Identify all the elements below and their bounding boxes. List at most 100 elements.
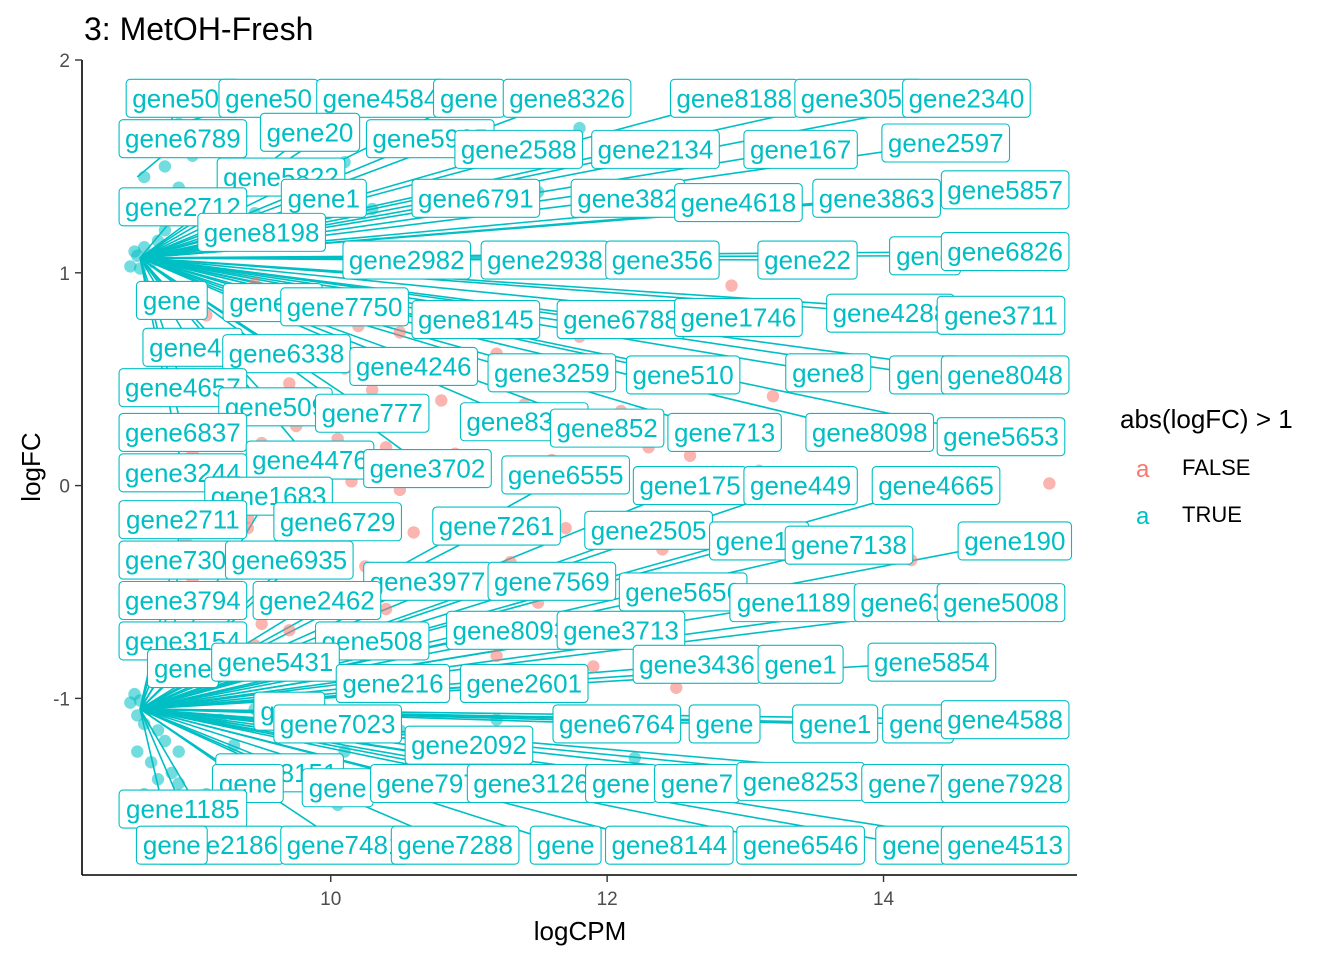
- gene-label-text: gene8093: [453, 615, 569, 645]
- point-true: [172, 745, 185, 758]
- gene-label-box: [556, 610, 686, 650]
- point-false: [683, 449, 697, 462]
- gene-label-text: gene20: [267, 117, 354, 147]
- gene-label-gene3711: gene3711: [936, 295, 1066, 335]
- point-true: [137, 170, 151, 184]
- gene-label-box: [604, 825, 734, 865]
- gene-label-text: gene5857: [947, 175, 1063, 205]
- gene-label-gene6729: gene6729: [273, 502, 403, 542]
- gene-label-box: [349, 346, 479, 386]
- gene-label-text: gene8198: [204, 217, 320, 247]
- gene-label-box: [936, 583, 1066, 623]
- gene-label-text: gene6791: [418, 183, 534, 213]
- gene-label-box: [757, 644, 844, 684]
- gene-label-gene5008: gene5008: [936, 583, 1066, 623]
- gene-label-text: gene3436: [639, 649, 755, 679]
- gene-label-box: [940, 700, 1070, 740]
- gene-label-box: [940, 355, 1070, 395]
- gene-label-box: [335, 663, 451, 704]
- gene-label-text: gene5854: [874, 647, 990, 677]
- y-tick-label: 0: [59, 477, 70, 498]
- gene-label-gene2982: gene2982: [342, 240, 472, 280]
- gene-label-text: gene4246: [356, 351, 472, 381]
- gene-label-gene5653: gene5653: [936, 417, 1066, 457]
- gene-label-gene6555: gene6555: [501, 455, 631, 495]
- gene-label-gene2462: gene2462: [252, 580, 382, 621]
- gene-label-box: [454, 129, 584, 169]
- y-tick-label: 1: [59, 264, 70, 285]
- gene-label-gene6788: gene6788: [556, 300, 686, 340]
- point-true: [137, 717, 151, 731]
- gene-label-box: [605, 240, 720, 280]
- point-false: [670, 681, 683, 694]
- gene-label-box: [211, 642, 340, 682]
- gene-label-text: gene2134: [598, 134, 714, 164]
- gene-label-text: gene3702: [370, 454, 486, 484]
- gene-label-text: gene6789: [125, 124, 241, 154]
- gene-label-box: [197, 212, 327, 252]
- gene-label-gene2601: gene2601: [459, 663, 589, 704]
- gene-label-text: gene1: [799, 709, 871, 739]
- gene-label-gene7481: gene7481: [280, 825, 409, 865]
- x-tick-label: 12: [597, 889, 618, 910]
- legend-item-true: a TRUE: [1136, 502, 1242, 530]
- gene-label-gene: gene: [529, 825, 602, 865]
- chart-title: 3: MetOH-Fresh: [84, 11, 313, 47]
- gene-label-gene2092: gene2092: [404, 725, 534, 765]
- y-axis-label: logFC: [16, 432, 46, 501]
- point-false: [1043, 477, 1056, 490]
- gene-label-text: gene7302: [125, 545, 241, 575]
- gene-label-text: gene6555: [508, 460, 624, 490]
- gene-label-text: gene449: [750, 471, 851, 501]
- gene-label-gene20: gene20: [259, 112, 361, 152]
- gene-label-gene8145: gene8145: [411, 300, 541, 340]
- gene-label-text: gene: [440, 83, 498, 113]
- gene-label-box: [314, 393, 430, 433]
- gene-label-text: gene40: [149, 332, 236, 362]
- gene-label-gene2505: gene2505: [584, 510, 713, 550]
- gene-label-box: [902, 78, 1031, 118]
- point-false: [255, 617, 268, 631]
- gene-label-text: gene2505: [591, 515, 707, 545]
- point-true: [151, 724, 165, 737]
- gene-label-text: gene: [143, 285, 201, 315]
- gene-label-gene4476: gene4476: [245, 440, 375, 480]
- gene-label-box: [871, 466, 1001, 506]
- gene-label-gene6789: gene6789: [118, 119, 248, 159]
- gene-label-box: [867, 642, 997, 682]
- gene-label-gene6826: gene6826: [940, 231, 1070, 272]
- gene-label-gene8098: gene8098: [805, 412, 935, 452]
- gene-label-gene167: gene167: [743, 129, 858, 169]
- point-true: [133, 262, 147, 275]
- gene-label-box: [135, 825, 208, 865]
- gene-label-gene6764: gene6764: [552, 704, 682, 744]
- gene-label-box: [940, 825, 1070, 865]
- gene-label-gene8198: gene8198: [197, 212, 327, 252]
- gene-label-text: gene1746: [681, 302, 797, 332]
- gene-label-text: gene4665: [878, 471, 994, 501]
- point-true: [366, 202, 379, 216]
- gene-label-text: gene2711: [126, 505, 240, 535]
- gene-label-gene2938: gene2938: [480, 240, 610, 280]
- gene-label-text: gene6546: [743, 830, 859, 860]
- gene-label-gene190: gene190: [957, 521, 1073, 561]
- gene-label-box: [459, 663, 589, 704]
- gene-label-gene50: gene50: [218, 78, 319, 118]
- gene-label-text: gene: [537, 830, 595, 860]
- gene-label-text: gene: [882, 830, 940, 860]
- gene-label-box: [674, 297, 803, 338]
- gene-label-text: gene2462: [259, 585, 375, 615]
- gene-label-text: gene6935: [231, 545, 347, 575]
- x-axis-ticks: 10 12 14: [320, 875, 895, 910]
- gene-label-text: gene: [889, 709, 947, 739]
- point-false: [393, 326, 407, 339]
- gene-label-gene4584: gene4584: [316, 78, 445, 118]
- gene-label-gene3702: gene3702: [363, 449, 492, 489]
- gene-label-text: gene4618: [681, 188, 797, 218]
- gene-label-text: gene7569: [494, 566, 610, 596]
- point-true: [151, 773, 165, 786]
- point-false: [490, 649, 503, 663]
- y-tick-label: 2: [59, 51, 70, 72]
- gene-label-text: gene4588: [947, 705, 1063, 735]
- gene-label-text: gene4288: [833, 298, 949, 328]
